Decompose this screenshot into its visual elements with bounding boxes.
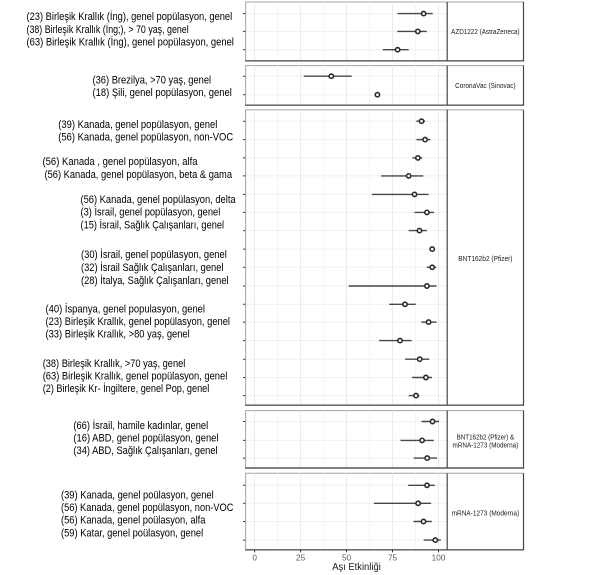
svg-text:50: 50	[342, 554, 352, 563]
svg-text:(23) Birleşik Krallık, genel p: (23) Birleşik Krallık, genel popülasyon,…	[46, 316, 231, 328]
svg-text:25: 25	[296, 554, 306, 563]
svg-text:(63) Birleşik Krallık (İng), g: (63) Birleşik Krallık (İng), genel popül…	[27, 36, 234, 49]
svg-text:(39) Kanada, genel poülasyon,: (39) Kanada, genel poülasyon, genel	[61, 489, 214, 501]
svg-text:(23) Birleşik Krallık (İng), g: (23) Birleşik Krallık (İng), genel popül…	[27, 10, 233, 23]
svg-text:BNT162b2 (Pfizer): BNT162b2 (Pfizer)	[458, 254, 513, 263]
svg-text:AZD1222 (AstraZeneca): AZD1222 (AstraZeneca)	[451, 27, 520, 36]
svg-text:(56) Kanada, genel popülasyon,: (56) Kanada, genel popülasyon, non-VOC	[58, 132, 233, 144]
svg-text:(36) Brezilya, >70 yaş, genel: (36) Brezilya, >70 yaş, genel	[93, 75, 212, 87]
svg-text:mRNA-1273 (Moderna): mRNA-1273 (Moderna)	[452, 509, 520, 518]
svg-text:(56) Kanada, genel popülasyon,: (56) Kanada, genel popülasyon, non-VOC	[61, 502, 233, 514]
svg-text:(18) Şili, genel popülasyon, g: (18) Şili, genel popülasyon, genel	[93, 87, 232, 99]
svg-text:(2) Birleşik Kr- İngiltere, ge: (2) Birleşik Kr- İngiltere, genel Pop, g…	[43, 382, 210, 395]
svg-text:(3) İsrail, genel popülasyon,: (3) İsrail, genel popülasyon, genel	[81, 206, 221, 219]
svg-text:(30) İsrail, genel popülasyon,: (30) İsrail, genel popülasyon, genel	[81, 248, 227, 261]
svg-text:0: 0	[252, 554, 257, 563]
svg-text:(32) İsrail Sağlık Çalışanları: (32) İsrail Sağlık Çalışanları, genel	[81, 261, 224, 274]
svg-text:(38) Birleşik Krallık, >70 yaş: (38) Birleşik Krallık, >70 yaş, genel	[43, 358, 186, 370]
svg-text:75: 75	[388, 554, 398, 563]
svg-text:BNT162b2 (Pfizer) &: BNT162b2 (Pfizer) &	[457, 433, 515, 442]
svg-text:(56) Kanada, genel popülasyon,: (56) Kanada, genel popülasyon, delta	[81, 194, 237, 206]
svg-text:(33) Birleşik Krallık, >80 yaş: (33) Birleşik Krallık, >80 yaş, genel	[46, 329, 190, 341]
svg-text:(40) İspanya, genel populasyon: (40) İspanya, genel populasyon, genel	[46, 302, 206, 315]
svg-text:(56) Kanada, genel popülasyon,: (56) Kanada, genel popülasyon, beta & ga…	[45, 169, 233, 181]
svg-text:(39) Kanada, genel popülasyon,: (39) Kanada, genel popülasyon, genel	[58, 119, 217, 131]
svg-text:(15) İsrail, Sağlık Çalışanlar: (15) İsrail, Sağlık Çalışanları, genel	[81, 219, 225, 232]
svg-text:mRNA-1273 (Moderna): mRNA-1273 (Moderna)	[453, 440, 519, 449]
svg-text:Aşı Etkinliği: Aşı Etkinliği	[332, 562, 381, 573]
svg-text:(59) Katar, genel poülasyon, g: (59) Katar, genel poülasyon, genel	[61, 527, 203, 539]
svg-text:(56) Kanada , genel popülasyon: (56) Kanada , genel popülasyon, alfa	[43, 156, 199, 168]
svg-text:100: 100	[432, 554, 446, 563]
svg-text:(16) ABD, genel popülasyon, ge: (16) ABD, genel popülasyon, genel	[73, 433, 218, 445]
svg-text:(28) İtalya, Sağlık Çalışanlar: (28) İtalya, Sağlık Çalışanları, genel	[81, 274, 229, 287]
svg-text:(56) Kanada, genel poülasyon,: (56) Kanada, genel poülasyon, alfa	[61, 515, 206, 527]
svg-text:(66) İsrail, hamile kadınlar,: (66) İsrail, hamile kadınlar, genel	[73, 419, 208, 432]
svg-text:(63) Birleşik Krallık, genel p: (63) Birleşik Krallık, genel popülasyon,…	[43, 370, 228, 382]
svg-text:(38) Birleşik Krallık (İng;),: (38) Birleşik Krallık (İng;), > 70 yaş, …	[27, 23, 189, 36]
svg-text:(34) ABD, Sağlık Çalışanları,: (34) ABD, Sağlık Çalışanları, genel	[73, 445, 217, 457]
svg-text:CoronaVac (Sinovac): CoronaVac (Sinovac)	[455, 81, 516, 90]
